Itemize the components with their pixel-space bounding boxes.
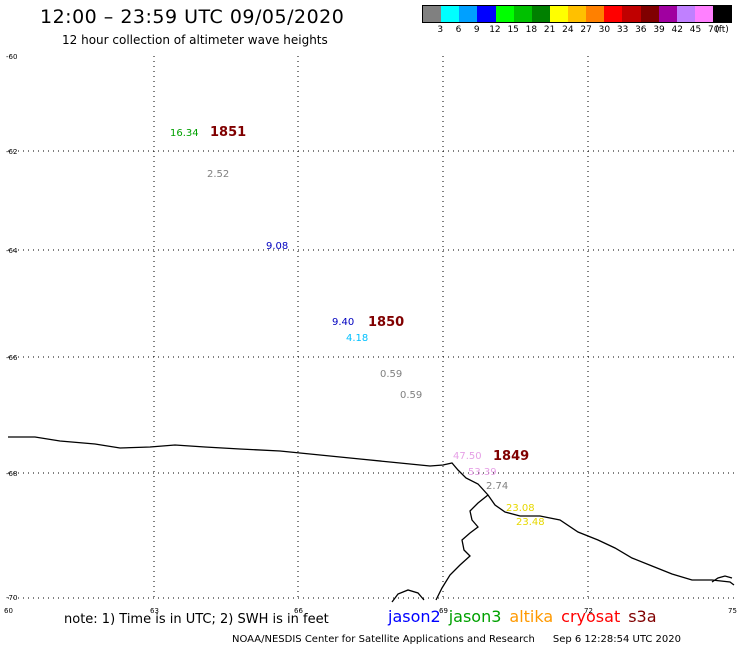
scale-label: 9 bbox=[473, 25, 480, 35]
wave-height-label: 16.34 bbox=[170, 128, 199, 139]
generated-timestamp: Sep 6 12:28:54 UTC 2020 bbox=[552, 634, 681, 645]
wave-height-label: 47.50 bbox=[453, 451, 482, 462]
scale-swatch bbox=[604, 6, 623, 22]
satellite-jason3: jason3 bbox=[448, 607, 502, 626]
scale-swatch bbox=[640, 6, 659, 22]
wave-height-label: 53.39 bbox=[468, 467, 497, 478]
coastline-inlet bbox=[435, 494, 489, 601]
scale-label: 45 bbox=[689, 25, 702, 35]
scale-swatch bbox=[423, 6, 442, 22]
wave-height-label: 2.74 bbox=[486, 481, 508, 492]
longitude-label: 69 bbox=[439, 607, 448, 615]
scale-label: 21 bbox=[543, 25, 556, 35]
graticule bbox=[8, 56, 734, 600]
scale-swatch bbox=[694, 6, 713, 22]
satellite-cryosat: cryosat bbox=[561, 607, 621, 626]
scale-swatch bbox=[676, 6, 695, 22]
scale-label: 15 bbox=[507, 25, 519, 35]
latitude-label: -62 bbox=[6, 148, 18, 156]
agency-credit: NOAA/NESDIS Center for Satellite Applica… bbox=[232, 634, 535, 645]
longitude-label: 66 bbox=[294, 607, 303, 615]
scale-label: 33 bbox=[616, 25, 629, 35]
wave-height-label: 23.48 bbox=[516, 517, 545, 528]
latitude-label: -66 bbox=[6, 354, 18, 362]
wave-height-label: 23.08 bbox=[506, 503, 535, 514]
scale-label: 30 bbox=[598, 25, 611, 35]
longitude-label: 72 bbox=[584, 607, 593, 615]
wave-height-label: 4.18 bbox=[346, 333, 368, 344]
wave-height-label: 2.52 bbox=[207, 169, 229, 180]
footer: NOAA/NESDIS Center for Satellite Applica… bbox=[232, 634, 681, 645]
time-label: 1849 bbox=[493, 449, 529, 464]
latitude-label: -60 bbox=[6, 53, 18, 61]
latitude-label: -68 bbox=[6, 470, 18, 478]
scale-swatch bbox=[459, 6, 478, 22]
scale-swatch bbox=[713, 6, 732, 22]
scale-swatch bbox=[658, 6, 677, 22]
color-scale: 3 6 9 12 15 18 21 24 27 30 33 36 39 42 45 70 (ft) bbox=[422, 5, 732, 37]
scale-label: 70 bbox=[708, 25, 720, 35]
coastline bbox=[8, 436, 735, 586]
wave-height-label: 0.59 bbox=[400, 390, 422, 401]
scale-swatch bbox=[549, 6, 568, 22]
longitude-label: 63 bbox=[150, 607, 159, 615]
scale-swatch bbox=[495, 6, 514, 22]
scale-swatch bbox=[568, 6, 587, 22]
scale-label: 12 bbox=[489, 25, 501, 35]
satellite-s3a: s3a bbox=[628, 607, 657, 626]
time-label: 1851 bbox=[210, 125, 246, 140]
scale-swatch bbox=[531, 6, 550, 22]
scale-label: 6 bbox=[455, 25, 462, 35]
scale-label: 18 bbox=[525, 25, 538, 35]
units-note: note: 1) Time is in UTC; 2) SWH is in fe… bbox=[64, 612, 329, 627]
longitude-label: 60 bbox=[4, 607, 13, 615]
scale-swatch bbox=[622, 6, 641, 22]
satellite-altika: altika bbox=[509, 607, 554, 626]
color-scale-bar bbox=[422, 5, 732, 23]
latitude-label: -64 bbox=[6, 247, 18, 255]
scale-unit: (ft) bbox=[715, 25, 729, 35]
color-scale-labels: 3 6 9 12 15 18 21 24 27 30 33 36 39 42 45 70 (ft) bbox=[422, 23, 732, 37]
scale-swatch bbox=[477, 6, 496, 22]
time-label: 1850 bbox=[368, 315, 404, 330]
scale-swatch bbox=[586, 6, 605, 22]
scale-label: 3 bbox=[437, 25, 444, 35]
satellite-legend: jason2 jason3 altika cryosat s3a bbox=[388, 607, 665, 626]
scale-label: 39 bbox=[653, 25, 665, 35]
page-subtitle: 12 hour collection of altimeter wave hei… bbox=[62, 33, 328, 47]
wave-height-label: 0.59 bbox=[380, 369, 402, 380]
coastline-southeast bbox=[711, 575, 733, 583]
scale-swatch bbox=[513, 6, 532, 22]
coastline-south bbox=[391, 589, 425, 603]
scale-label: 24 bbox=[562, 25, 574, 35]
scale-label: 27 bbox=[580, 25, 592, 35]
scale-label: 36 bbox=[635, 25, 647, 35]
page-title: 12:00 – 23:59 UTC 09/05/2020 bbox=[40, 6, 345, 28]
longitude-label: 75 bbox=[728, 607, 737, 615]
scale-label: 42 bbox=[671, 25, 684, 35]
wave-height-label: 9.40 bbox=[332, 317, 354, 328]
wave-height-label: 9.08 bbox=[266, 241, 288, 252]
satellite-jason2: jason2 bbox=[388, 607, 441, 626]
scale-swatch bbox=[441, 6, 460, 22]
latitude-label: -70 bbox=[6, 594, 18, 602]
